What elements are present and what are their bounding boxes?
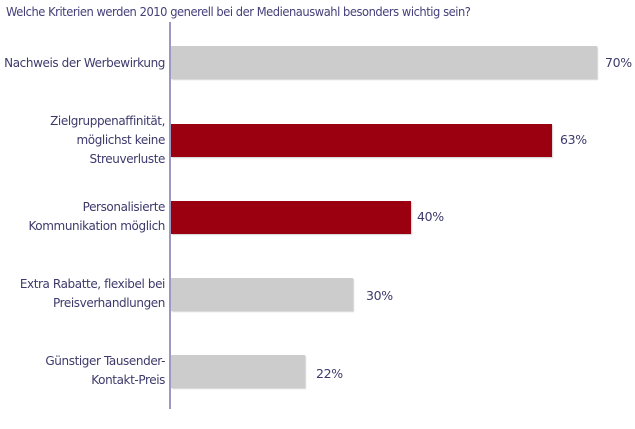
y-axis-line [169,22,171,409]
value-label-werbewirkung: 70% [605,55,632,70]
category-label-zielgruppenaffinitaet: Zielgruppenaffinität, möglichst keine St… [50,114,165,166]
bar-zielgruppenaffinitaet [171,124,552,157]
category-label-extra-rabatte: Extra Rabatte, flexibel bei Preisverhand… [19,277,166,310]
value-label-personalisierte-kommunikation: 40% [417,209,444,224]
category-label-werbewirkung: Nachweis der Werbewirkung [4,56,165,70]
value-label-extra-rabatte: 30% [366,288,393,303]
chart-title: Welche Kriterien werden 2010 generell be… [6,4,471,19]
bar-tausender-kontakt-preis [171,355,305,388]
value-label-tausender-kontakt-preis: 22% [316,366,343,381]
bar-werbewirkung [171,46,597,79]
value-label-zielgruppenaffinitaet: 63% [560,132,587,147]
category-label-personalisierte-kommunikation: Personalisierte Kommunikation möglich [28,200,165,233]
category-label-tausender-kontakt-preis: Günstiger Tausender- Kontakt-Preis [45,354,165,387]
bar-personalisierte-kommunikation [171,201,411,234]
bar-extra-rabatte [171,278,353,311]
